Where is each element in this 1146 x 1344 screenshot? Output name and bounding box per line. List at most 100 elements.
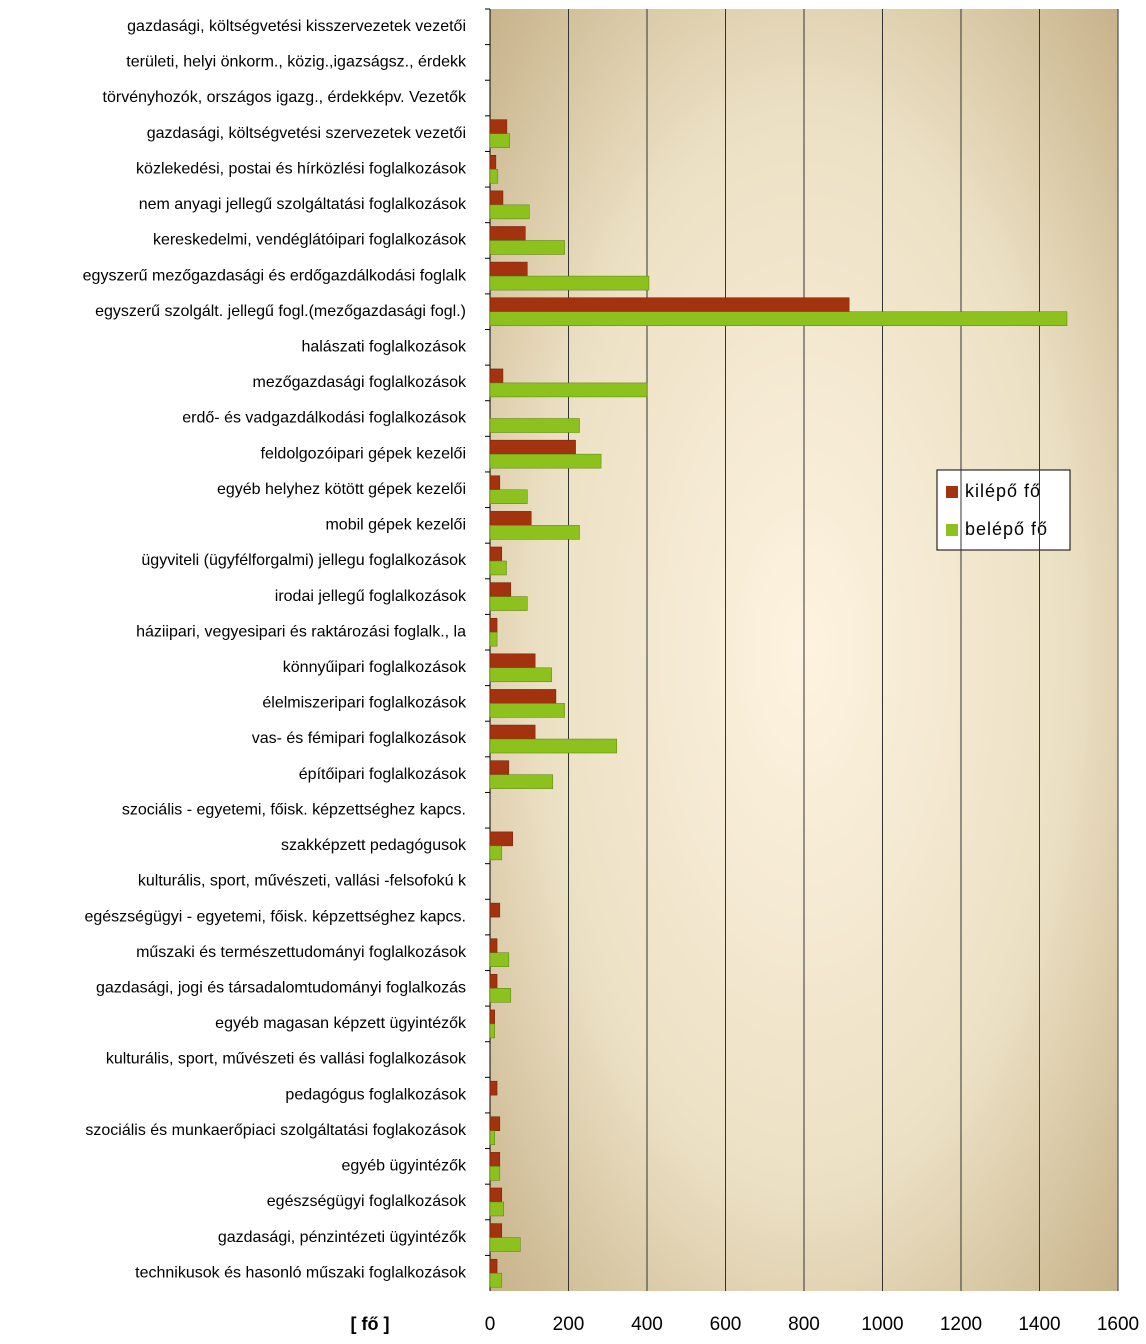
bar [489, 133, 510, 148]
bar [489, 1201, 504, 1217]
y-tick-label: kereskedelmi, vendéglátóipari foglalkozá… [153, 232, 467, 249]
bar [489, 525, 580, 540]
bar [489, 311, 1068, 326]
bar [489, 1187, 503, 1203]
y-tick-label: mobil gépek kezelői [325, 517, 466, 534]
bar [489, 226, 526, 241]
bar [489, 1223, 503, 1238]
bar [489, 845, 503, 861]
y-tick-label: technikusok és hasonló műszaki foglalkoz… [135, 1264, 467, 1281]
bar [489, 631, 498, 647]
bar [489, 1258, 498, 1274]
y-tick-label: gazdasági, költségvetési szervezetek vez… [147, 125, 466, 142]
y-tick-label: építőipari foglalkozások [299, 766, 467, 783]
bar [489, 724, 536, 740]
x-tick-label: 200 [553, 1314, 585, 1335]
bar [489, 653, 536, 669]
bar [489, 1166, 501, 1181]
y-tick-label: mezőgazdasági foglalkozások [253, 374, 467, 391]
bar [489, 667, 552, 683]
bar [489, 560, 507, 576]
bar [489, 453, 602, 469]
bar [489, 511, 532, 526]
y-tick-label: gazdasági, jogi és társadalomtudományi f… [96, 980, 466, 997]
y-tick-label: egészségügyi - egyetemi, főisk. képzetts… [84, 908, 466, 925]
x-tick-label: 1600 [1097, 1314, 1139, 1335]
bar [489, 831, 514, 847]
bar [489, 596, 528, 611]
bar [489, 988, 512, 1003]
x-tick-label: 1000 [861, 1314, 903, 1335]
bar [489, 155, 497, 170]
y-tick-label: ügyviteli (ügyfélforgalmi) jellegu fogla… [141, 552, 467, 569]
bar [489, 774, 554, 789]
bar [489, 119, 508, 134]
x-tick-label: 1200 [940, 1314, 982, 1335]
bar [489, 489, 528, 504]
y-tick-label: szociális - egyetemi, főisk. képzettségh… [122, 801, 466, 818]
bar [489, 1023, 495, 1039]
y-tick-label: műszaki és természettudományi foglalkozá… [136, 944, 467, 961]
y-tick-label: nem anyagi jellegű szolgáltatási foglalk… [139, 196, 467, 213]
x-tick-label: 800 [788, 1314, 820, 1335]
y-tick-label: egyéb magasan képzett ügyintézők [215, 1015, 467, 1032]
y-tick-label: kulturális, sport, művészeti és vallási … [106, 1051, 467, 1068]
bar [489, 1152, 501, 1167]
x-tick-label: 400 [631, 1314, 663, 1335]
x-tick-label: 1400 [1018, 1314, 1060, 1335]
bar [489, 240, 565, 255]
y-tick-label: szociális és munkaerőpiaci szolgáltatási… [85, 1122, 467, 1139]
bar [489, 204, 530, 220]
bar [489, 169, 499, 184]
y-tick-label: erdő- és vadgazdálkodási foglalkozások [182, 410, 467, 427]
bar [489, 418, 580, 433]
bar [489, 275, 650, 291]
x-tick-label: 600 [710, 1314, 742, 1335]
bar [489, 382, 648, 398]
y-tick-label: háziipari, vegyesipari és raktározási fo… [136, 623, 466, 640]
y-tick-label: törvényhozók, országos igazg., érdekképv… [103, 89, 467, 106]
bar [489, 261, 528, 277]
bar [489, 1272, 503, 1288]
y-tick-label: szakképzett pedagógusok [281, 837, 467, 854]
y-tick-label: gazdasági, pénzintézeti ügyintézők [218, 1229, 467, 1246]
bar [489, 368, 504, 384]
y-tick-label: irodai jellegű foglalkozások [275, 588, 467, 605]
bar [489, 1116, 501, 1131]
y-tick-label: kulturális, sport, művészeti, vallási -f… [138, 873, 467, 890]
bar [489, 760, 510, 775]
legend-swatch [946, 486, 958, 498]
bar [489, 703, 565, 718]
y-tick-label: halászati foglalkozások [301, 339, 467, 356]
y-tick-label: vas- és fémipari foglalkozások [252, 730, 467, 747]
legend-box [936, 469, 1071, 551]
y-tick-label: pedagógus foglalkozások [285, 1086, 467, 1103]
y-tick-label: egyszerű mezőgazdasági és erdőgazdálkodá… [83, 267, 467, 284]
legend-label: kilépő fő [965, 481, 1041, 501]
bar [489, 439, 576, 455]
bar [489, 952, 510, 967]
bar [489, 1130, 495, 1145]
y-tick-label: könnyűipari foglalkozások [283, 659, 467, 676]
y-tick-label: egészségügyi foglalkozások [267, 1193, 467, 1210]
bar [489, 902, 501, 918]
bar [489, 1009, 495, 1025]
y-tick-label: egyszerű szolgált. jellegű fogl.(mezőgaz… [95, 303, 466, 320]
legend: kilépő fő belépő fő [936, 469, 1071, 551]
bar [489, 974, 498, 989]
y-tick-label: egyéb helyhez kötött gépek kezelői [217, 481, 466, 498]
bar [489, 1237, 521, 1252]
bar [489, 938, 498, 953]
bar [489, 582, 512, 597]
bar [489, 617, 498, 633]
legend-label: belépő fő [965, 519, 1048, 539]
bar [489, 297, 850, 312]
y-tick-label: egyéb ügyintézők [341, 1158, 467, 1175]
y-tick-label: feldolgozóipari gépek kezelői [261, 445, 466, 462]
y-tick-label: élelmiszeripari foglalkozások [262, 695, 467, 712]
x-tick-label: 0 [485, 1314, 496, 1335]
bar [489, 689, 557, 704]
bar [489, 1080, 498, 1096]
bar [489, 738, 618, 754]
